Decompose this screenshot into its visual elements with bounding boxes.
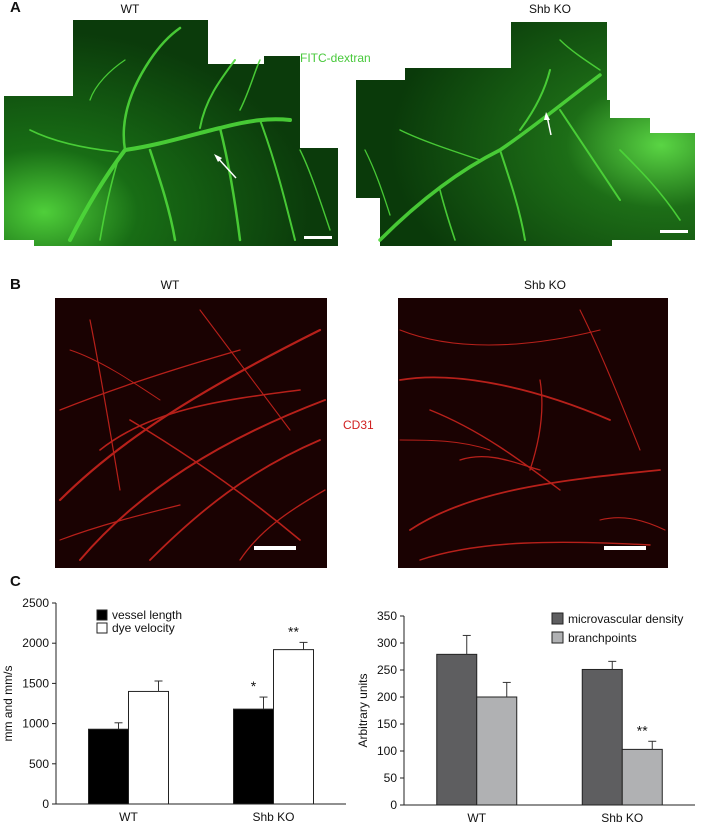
shb-ko-cd31-image bbox=[398, 298, 668, 568]
y-tick-label: 500 bbox=[29, 757, 49, 771]
y-tick-label: 100 bbox=[377, 744, 397, 758]
y-tick-label: 250 bbox=[377, 663, 397, 677]
legend-swatch bbox=[551, 631, 564, 644]
bar-vessel-length-Shb-KO bbox=[233, 708, 274, 805]
panel-a-images bbox=[4, 20, 695, 246]
x-tick-label: Shb KO bbox=[601, 811, 643, 825]
y-tick-label: 2000 bbox=[22, 636, 49, 650]
y-axis-title: Arbitrary units bbox=[356, 673, 370, 747]
panel-b-label: B bbox=[10, 276, 21, 293]
y-tick-label: 200 bbox=[377, 690, 397, 704]
legend-swatch bbox=[96, 609, 108, 621]
x-tick-label: WT bbox=[119, 810, 138, 824]
panel-a-wt-caption: WT bbox=[120, 2, 140, 16]
bar-microvascular-density-WT bbox=[436, 653, 478, 806]
panel-b-ko-caption: Shb KO bbox=[523, 278, 567, 292]
y-tick-label: 0 bbox=[390, 798, 397, 812]
y-tick-label: 150 bbox=[377, 717, 397, 731]
panel-a-ko-caption: Shb KO bbox=[528, 2, 572, 16]
panel-c-label: C bbox=[10, 573, 21, 590]
y-tick-label: 0 bbox=[42, 797, 49, 811]
panel-b-images bbox=[55, 298, 668, 568]
legend-entry: dye velocity bbox=[112, 621, 175, 635]
y-tick-label: 1000 bbox=[22, 717, 49, 731]
bar-branchpoints-Shb-KO bbox=[621, 748, 663, 806]
shb-ko-fitc-image bbox=[356, 22, 695, 246]
legend-entry: microvascular density bbox=[568, 612, 683, 626]
x-tick-label: Shb KO bbox=[252, 810, 294, 824]
legend-entry: vessel length bbox=[112, 608, 182, 622]
legend-swatch bbox=[96, 622, 108, 634]
significance-marker: ** bbox=[637, 722, 648, 738]
y-tick-label: 50 bbox=[384, 771, 398, 785]
y-tick-label: 300 bbox=[377, 636, 397, 650]
legend-swatch bbox=[551, 612, 564, 625]
bar-vessel-length-WT bbox=[88, 728, 129, 805]
y-axis-title: mm and mm/s bbox=[1, 665, 15, 741]
y-tick-label: 1500 bbox=[22, 676, 49, 690]
fitc-dextran-label: FITC-dextran bbox=[300, 51, 371, 65]
y-tick-label: 350 bbox=[377, 609, 397, 623]
y-tick-label: 2500 bbox=[22, 596, 49, 610]
bar-microvascular-density-Shb-KO bbox=[581, 668, 623, 806]
wt-cd31-image bbox=[55, 298, 327, 568]
legend-entry: branchpoints bbox=[568, 631, 637, 645]
significance-marker: ** bbox=[288, 623, 299, 639]
bar-dye-velocity-Shb-KO bbox=[273, 649, 314, 805]
wt-fitc-image bbox=[4, 20, 338, 246]
chart-density-branchpoints: 0 50 100 150 200 250 300 350 Arbitrary units WT **… bbox=[356, 609, 695, 825]
panel-a-label: A bbox=[10, 0, 21, 16]
panel-b-wt-caption: WT bbox=[160, 278, 180, 292]
x-tick-label: WT bbox=[467, 811, 486, 825]
bar-branchpoints-WT bbox=[476, 696, 518, 806]
significance-marker: * bbox=[251, 678, 257, 694]
bar-dye-velocity-WT bbox=[128, 690, 169, 805]
cd31-label: CD31 bbox=[343, 418, 374, 432]
